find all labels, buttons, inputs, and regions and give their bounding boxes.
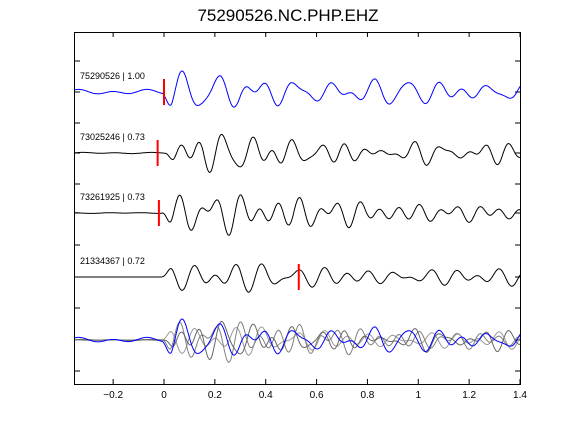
axes-frame <box>74 32 521 385</box>
trace-label: 73025246 | 0.73 <box>80 132 145 142</box>
x-tick-label: 0.8 <box>360 390 374 401</box>
pick-markers <box>156 79 300 290</box>
trace-line <box>74 133 520 173</box>
x-tick-label: 1 <box>416 390 422 401</box>
overlay-traces <box>74 318 521 363</box>
overlay-line <box>74 318 521 356</box>
traces <box>74 70 521 293</box>
overlay-line <box>74 320 520 360</box>
chart-title: 75290526.NC.PHP.EHZ <box>197 6 379 25</box>
trace-label: 73261925 | 0.73 <box>80 192 145 202</box>
x-tick-label: 0.6 <box>310 390 324 401</box>
trace-labels: 75290526 | 1.00 73025246 | 0.73 73261925 |… <box>80 71 145 266</box>
trace-line <box>74 70 521 108</box>
trace-line <box>75 263 521 293</box>
trace-label: 75290526 | 1.00 <box>80 71 145 81</box>
y-ticks <box>75 60 520 372</box>
x-tick-label: 1.2 <box>462 390 476 401</box>
x-tick-label: 0.2 <box>208 390 222 401</box>
x-axis: −0.2 0 0.2 0.4 0.6 0.8 1 1.2 1.4 <box>103 32 527 401</box>
trace-label: 21334367 | 0.72 <box>80 256 145 266</box>
trace-line <box>74 194 521 236</box>
overlay-line <box>75 326 521 356</box>
x-tick-label: 0 <box>161 390 167 401</box>
x-tick-label: −0.2 <box>103 390 123 401</box>
x-tick-label: 1.4 <box>513 390 527 401</box>
overlay-line <box>74 321 521 363</box>
x-tick-label: 0.4 <box>259 390 273 401</box>
